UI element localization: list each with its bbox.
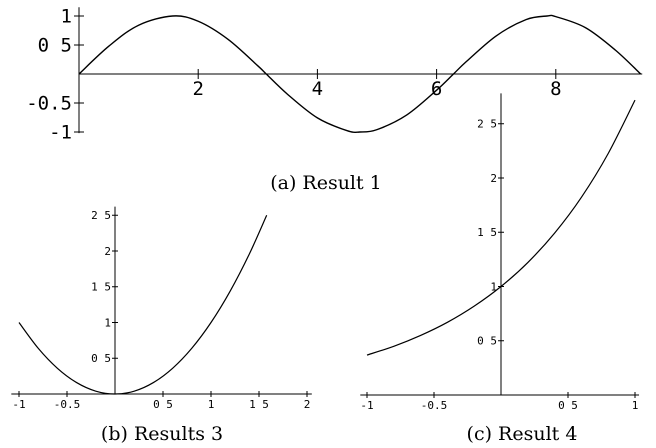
x-tick-label: 8 [550, 78, 561, 100]
x-ticks: 2 4 6 8 [192, 69, 562, 100]
caption-results-3: (b) Results 3 [101, 423, 223, 445]
y-tick-label: 1 [104, 316, 111, 329]
plot-result-1: 2 4 6 8 -1 -0.5 0 5 1 [26, 6, 643, 144]
y-tick-label: 0 5 [477, 335, 497, 348]
y-tick-label: 1 5 [91, 281, 111, 294]
plot-result-4: -1 -0.5 0 5 1 0 5 1 1 5 2 2 5 [360, 93, 640, 412]
y-tick-label: 1 [490, 280, 497, 293]
x-tick-label: 1 [208, 398, 215, 411]
y-tick-label: 1 [61, 6, 72, 28]
x-tick-label: 2 [304, 398, 311, 411]
x-tick-label: 4 [312, 78, 323, 100]
y-tick-label: 2 [490, 172, 497, 185]
y-ticks: 0 5 1 1 5 2 2 5 [91, 209, 118, 365]
x-ticks: -1 -0.5 0 5 1 1 5 2 [12, 391, 310, 411]
x-tick-label: 6 [431, 78, 442, 100]
y-tick-label: 2 5 [91, 209, 111, 222]
plot-results-3: -1 -0.5 0 5 1 1 5 2 0 5 1 1 5 2 2 5 [11, 206, 312, 411]
x-tick-label: 0 5 [558, 399, 578, 412]
x-ticks: -1 -0.5 0 5 1 [360, 392, 638, 412]
series-line [18, 215, 268, 395]
y-ticks: -1 -0.5 0 5 1 [26, 6, 84, 144]
y-tick-label: -1 [49, 122, 72, 144]
y-tick-label: 1 5 [477, 226, 497, 239]
y-tick-label: 2 5 [477, 118, 497, 131]
series-line [366, 99, 636, 356]
x-tick-label: -0.5 [421, 399, 448, 412]
x-tick-label: -1 [360, 399, 373, 412]
y-tick-label: 0 5 [38, 35, 72, 57]
x-tick-label: 2 [192, 78, 203, 100]
x-tick-label: 1 5 [249, 398, 269, 411]
x-tick-label: 1 [632, 399, 639, 412]
y-tick-label: -0.5 [26, 93, 72, 115]
x-tick-label: -1 [12, 398, 25, 411]
x-tick-label: 0 5 [153, 398, 173, 411]
caption-result-1: (a) Result 1 [270, 172, 382, 194]
y-tick-label: 0 5 [91, 352, 111, 365]
caption-result-4: (c) Result 4 [467, 423, 578, 445]
y-tick-label: 2 [104, 245, 111, 258]
x-tick-label: -0.5 [54, 398, 81, 411]
y-ticks: 0 5 1 1 5 2 2 5 [477, 118, 504, 348]
series-line [78, 14, 642, 134]
